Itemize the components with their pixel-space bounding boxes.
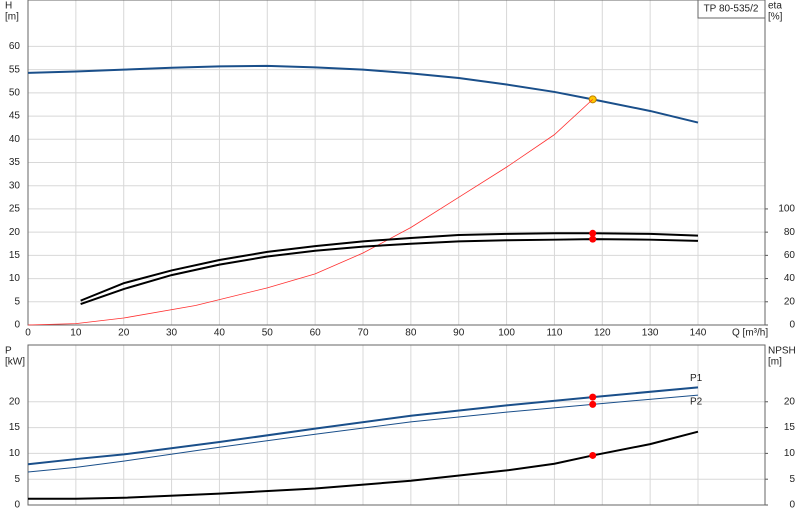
plot-frame — [27, 344, 766, 506]
y2-tick-label: 80 — [784, 227, 796, 238]
legend-label: P2 — [690, 397, 703, 408]
x-tick-label: 50 — [262, 328, 274, 339]
curve — [28, 430, 699, 500]
x-tick-label: 10 — [70, 328, 82, 339]
x-tick-label: 0 — [25, 328, 31, 339]
y2-tick-label: 20 — [784, 296, 796, 307]
y2-axis-label: eta — [768, 1, 782, 12]
y-axis-label: [kW] — [5, 357, 25, 368]
y-tick-label: 10 — [9, 273, 21, 284]
y2-tick-label: 5 — [789, 474, 795, 485]
y-tick-label: 5 — [14, 474, 20, 485]
y-tick-label: 0 — [14, 500, 20, 511]
x-tick-label: 20 — [118, 328, 130, 339]
x-tick-label: 90 — [453, 328, 465, 339]
y2-tick-label: 20 — [784, 396, 796, 407]
curve — [27, 64, 699, 124]
chart-title: TP 80-535/2 — [704, 4, 759, 15]
x-tick-label: 110 — [546, 328, 562, 339]
y-tick-label: 35 — [9, 157, 21, 168]
x-tick-label: 100 — [498, 328, 515, 339]
plot-frame — [27, 0, 766, 326]
y2-tick-label: 0 — [789, 320, 795, 331]
y-axis-label: P — [5, 346, 12, 357]
y2-tick-label: 10 — [784, 448, 796, 459]
y-tick-label: 60 — [9, 41, 21, 52]
duty-point — [589, 451, 597, 459]
title-box — [697, 0, 766, 19]
x-tick-label: 30 — [166, 328, 178, 339]
duty-point — [589, 235, 597, 243]
x-tick-label: 40 — [214, 328, 226, 339]
y-axis-label: H — [5, 1, 12, 12]
y-tick-label: 55 — [9, 64, 21, 75]
y2-tick-label: 100 — [778, 204, 795, 215]
curve — [27, 99, 593, 326]
y-tick-label: 15 — [9, 250, 21, 261]
y-tick-label: 40 — [9, 134, 21, 145]
y-tick-label: 45 — [9, 111, 21, 122]
x-axis-label: Q [m³/h] — [732, 328, 768, 339]
y2-axis-label: [m] — [768, 357, 782, 368]
curve — [80, 238, 699, 306]
y-tick-label: 20 — [9, 227, 21, 238]
y2-tick-label: 15 — [784, 422, 796, 433]
y-tick-label: 10 — [9, 448, 21, 459]
x-tick-label: 70 — [357, 328, 369, 339]
y-tick-label: 30 — [9, 180, 21, 191]
duty-point — [589, 400, 597, 408]
legend-label: P1 — [690, 373, 703, 384]
y-tick-label: 20 — [9, 396, 21, 407]
y2-axis-label: NPSH — [768, 346, 796, 357]
y2-tick-label: 0 — [789, 500, 795, 511]
x-tick-label: 120 — [594, 328, 611, 339]
duty-point — [589, 393, 597, 401]
curve — [80, 232, 699, 302]
y2-tick-label: 60 — [784, 250, 796, 261]
y-tick-label: 15 — [9, 422, 21, 433]
y-tick-label: 0 — [14, 320, 20, 331]
curve — [27, 386, 699, 466]
y-tick-label: 5 — [14, 296, 20, 307]
x-tick-label: 60 — [310, 328, 322, 339]
y-tick-label: 50 — [9, 87, 21, 98]
y2-tick-label: 40 — [784, 273, 796, 284]
y-tick-label: 25 — [9, 204, 21, 215]
x-tick-label: 130 — [642, 328, 659, 339]
x-tick-label: 80 — [405, 328, 417, 339]
x-tick-label: 140 — [690, 328, 707, 339]
y-axis-label: [m] — [5, 12, 19, 23]
y2-axis-label: [%] — [768, 12, 783, 23]
curve — [27, 394, 699, 473]
duty-point — [589, 229, 597, 237]
